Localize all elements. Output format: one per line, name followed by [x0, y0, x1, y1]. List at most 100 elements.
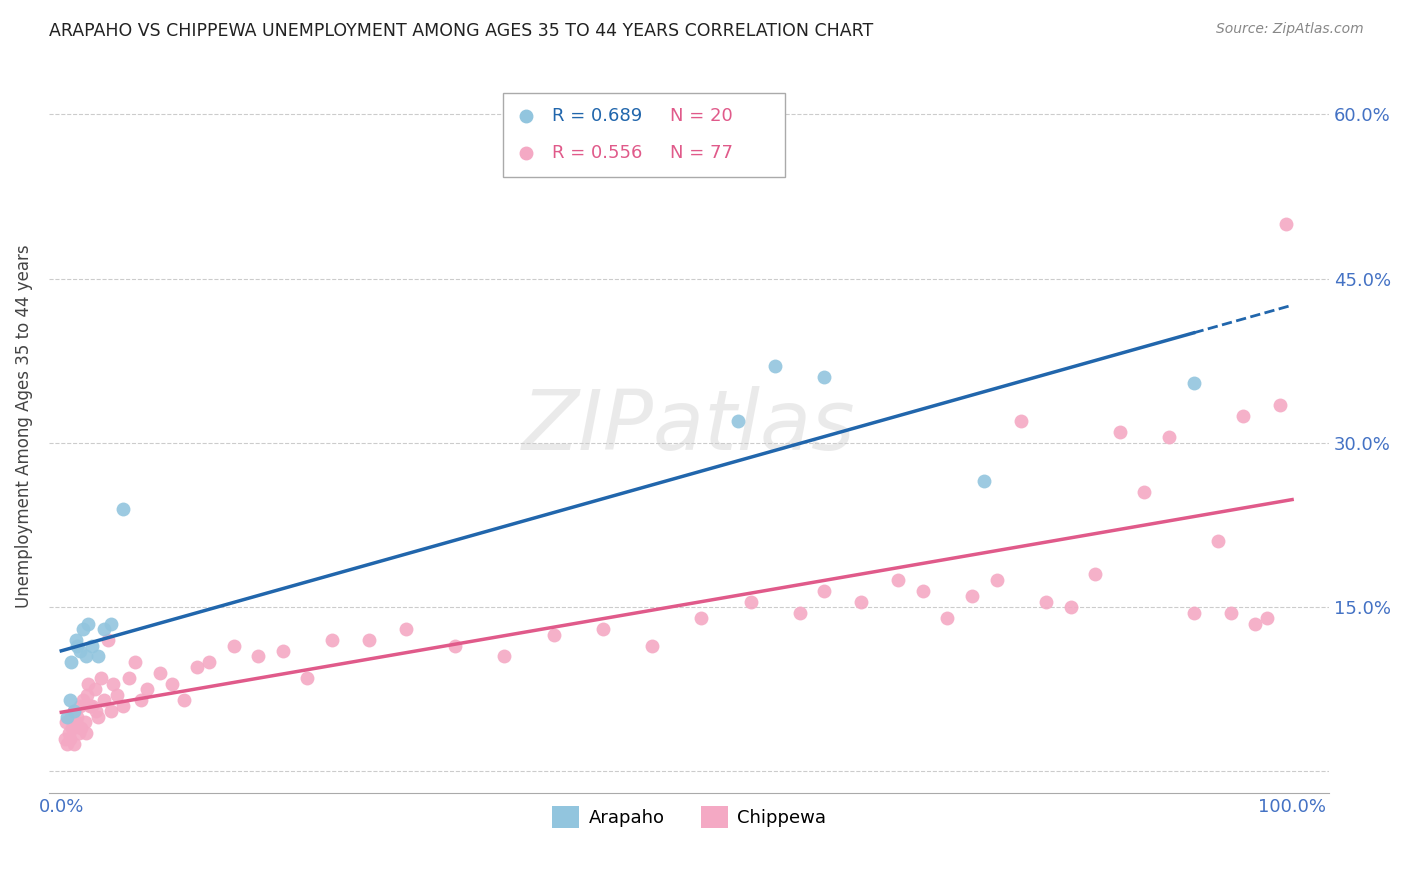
Point	[149, 665, 172, 680]
Point	[100, 704, 122, 718]
Point	[60, 655, 83, 669]
Point	[960, 589, 983, 603]
Point	[111, 698, 134, 713]
Point	[70, 721, 93, 735]
Point	[851, 595, 873, 609]
Point	[186, 660, 208, 674]
Point	[1232, 409, 1254, 423]
Point	[100, 616, 122, 631]
Point	[84, 704, 107, 718]
Point	[592, 622, 614, 636]
Point	[93, 622, 115, 636]
Point	[58, 726, 80, 740]
Point	[1206, 534, 1229, 549]
Point	[72, 693, 94, 707]
Point	[60, 721, 83, 735]
Point	[62, 704, 84, 718]
Point	[1256, 611, 1278, 625]
Point	[66, 709, 89, 723]
Point	[1133, 485, 1156, 500]
Text: N = 77: N = 77	[669, 145, 733, 162]
Point	[1244, 616, 1267, 631]
Point	[55, 715, 77, 730]
Point	[83, 682, 105, 697]
Point	[124, 655, 146, 669]
Point	[222, 639, 245, 653]
FancyBboxPatch shape	[503, 93, 785, 177]
Point	[111, 501, 134, 516]
Point	[90, 671, 112, 685]
Point	[69, 698, 91, 713]
Point	[727, 414, 749, 428]
Point	[1108, 425, 1130, 439]
Point	[80, 698, 103, 713]
Point	[79, 698, 101, 713]
Point	[62, 737, 84, 751]
Point	[101, 677, 124, 691]
Point	[789, 606, 811, 620]
Point	[173, 693, 195, 707]
Point	[690, 611, 713, 625]
Y-axis label: Unemployment Among Ages 35 to 44 years: Unemployment Among Ages 35 to 44 years	[15, 244, 32, 608]
Point	[494, 649, 516, 664]
Point	[911, 583, 934, 598]
Point	[62, 704, 84, 718]
Point	[1219, 606, 1241, 620]
Point	[936, 611, 959, 625]
Legend: Arapaho, Chippewa: Arapaho, Chippewa	[546, 799, 832, 836]
Point	[1084, 567, 1107, 582]
Point	[641, 639, 664, 653]
Point	[65, 715, 87, 730]
Point	[740, 595, 762, 609]
Text: R = 0.556: R = 0.556	[553, 145, 643, 162]
Point	[813, 583, 835, 598]
Point	[1059, 600, 1081, 615]
Point	[1010, 414, 1032, 428]
Point	[395, 622, 418, 636]
Point	[118, 671, 141, 685]
Point	[87, 649, 110, 664]
Point	[93, 693, 115, 707]
Point	[97, 633, 120, 648]
Point	[160, 677, 183, 691]
Point	[59, 693, 82, 707]
Point	[75, 649, 97, 664]
Point	[60, 709, 83, 723]
Point	[1182, 606, 1205, 620]
Text: Source: ZipAtlas.com: Source: ZipAtlas.com	[1216, 22, 1364, 37]
Point	[105, 688, 128, 702]
Point	[66, 639, 89, 653]
Text: N = 20: N = 20	[669, 107, 733, 125]
Point	[59, 731, 82, 746]
Point	[444, 639, 467, 653]
Point	[297, 671, 319, 685]
Point	[65, 633, 87, 648]
Point	[1182, 376, 1205, 390]
Point	[321, 633, 343, 648]
Point	[53, 731, 76, 746]
Point	[72, 622, 94, 636]
Point	[87, 709, 110, 723]
Text: ARAPAHO VS CHIPPEWA UNEMPLOYMENT AMONG AGES 35 TO 44 YEARS CORRELATION CHART: ARAPAHO VS CHIPPEWA UNEMPLOYMENT AMONG A…	[49, 22, 873, 40]
Text: R = 0.689: R = 0.689	[553, 107, 643, 125]
Point	[973, 474, 995, 488]
Point	[986, 573, 1008, 587]
Point	[247, 649, 270, 664]
Point	[271, 644, 294, 658]
Point	[56, 737, 79, 751]
Point	[129, 693, 152, 707]
Point	[1275, 217, 1298, 231]
Point	[77, 616, 100, 631]
Point	[813, 370, 835, 384]
Point	[69, 644, 91, 658]
Point	[56, 709, 79, 723]
Point	[887, 573, 910, 587]
Point	[1268, 398, 1291, 412]
Point	[1035, 595, 1057, 609]
Text: ZIPatlas: ZIPatlas	[522, 386, 856, 467]
Point	[763, 359, 786, 374]
Point	[67, 726, 90, 740]
Point	[136, 682, 159, 697]
Point	[543, 627, 565, 641]
Point	[357, 633, 380, 648]
